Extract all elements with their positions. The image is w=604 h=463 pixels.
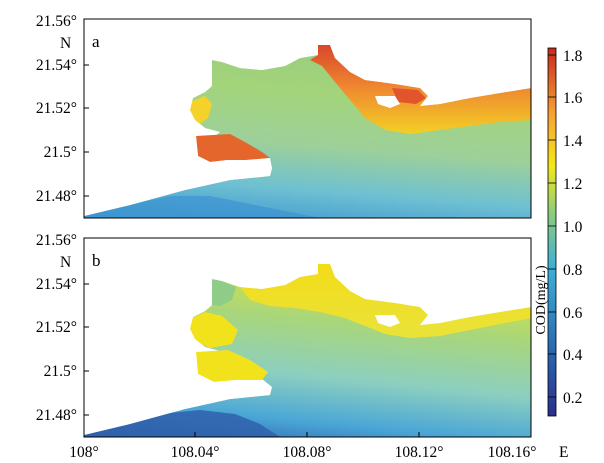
colorbar-tick: 1.4: [563, 133, 583, 150]
lat-tick: 21.48°: [36, 188, 77, 205]
colorbar-tick: 1.0: [563, 219, 583, 236]
lat-tick: 21.48°: [36, 407, 77, 424]
lat-tick: 21.52°: [36, 100, 77, 117]
colorbar-label: COD(mg/L): [534, 265, 549, 335]
panel-a-label: a: [92, 32, 100, 51]
lat-tick: 21.56°: [36, 232, 77, 249]
colorbar-gradient: [548, 48, 556, 416]
lon-tick: 108.12°: [395, 444, 444, 461]
colorbar-tick: 0.8: [563, 262, 583, 279]
panel-a-north-label: N: [60, 35, 71, 52]
colorbar-tick: 0.4: [563, 347, 583, 364]
panel-b-field: [84, 238, 531, 437]
lat-tick: 21.54°: [36, 276, 77, 293]
lon-tick: 108.04°: [171, 444, 220, 461]
lat-tick: 21.54°: [36, 57, 77, 74]
colorbar: 1.8 1.6 1.4 1.2 1.0 0.8 0.6 0.4 0.2 COD(…: [534, 48, 583, 416]
colorbar-tick: 1.2: [563, 176, 582, 193]
panel-a-field: [84, 19, 531, 218]
panel-b-label: b: [92, 251, 101, 270]
colorbar-ticks: 1.8 1.6 1.4 1.2 1.0 0.8 0.6 0.4 0.2: [563, 48, 583, 407]
east-label: E: [559, 444, 568, 461]
colorbar-tick: 1.6: [563, 90, 583, 107]
lat-tick: 21.5°: [44, 363, 77, 380]
lon-ticks: 108° 108.04° 108.08° 108.12° 108.16°: [69, 444, 536, 461]
lat-tick: 21.56°: [36, 13, 77, 30]
lat-tick: 21.5°: [44, 144, 77, 161]
panel-b-north-label: N: [60, 254, 71, 271]
colorbar-tick: 0.2: [563, 390, 582, 407]
colorbar-tick: 0.6: [563, 305, 583, 322]
lon-tick: 108.08°: [283, 444, 332, 461]
lon-tick: 108°: [69, 444, 98, 461]
panel-a: a N 21.56° 21.54° 21.52° 21.5° 21.48°: [36, 13, 531, 218]
lat-tick: 21.52°: [36, 319, 77, 336]
colorbar-tick: 1.8: [563, 48, 583, 65]
lon-tick: 108.16°: [488, 444, 537, 461]
panel-b: b N 21.56° 21.54° 21.52° 21.5° 21.48°: [36, 232, 531, 437]
